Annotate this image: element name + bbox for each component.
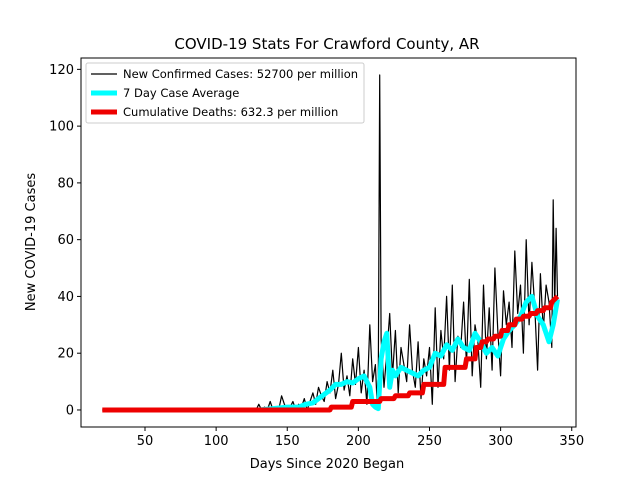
- y-tick-label: 80: [57, 176, 74, 191]
- series-line-1: [102, 74, 559, 411]
- x-tick-label: 350: [559, 434, 584, 449]
- legend-label-1: New Confirmed Cases: 52700 per million: [123, 67, 358, 81]
- x-tick-label: 300: [488, 434, 513, 449]
- axis-ticks: 50 100 150 200 250 300 350 0 20 40 60 80 100 120: [49, 63, 584, 449]
- y-tick-label: 40: [57, 290, 74, 305]
- legend-box: [85, 62, 365, 124]
- x-tick-label: 150: [275, 434, 300, 449]
- y-tick-label: 0: [66, 403, 74, 418]
- y-tick-label: 100: [49, 120, 74, 135]
- plot-area: [102, 74, 560, 413]
- x-tick-label: 50: [137, 434, 154, 449]
- x-tick-label: 100: [204, 434, 229, 449]
- plot-frame: [80, 57, 577, 428]
- x-tick-label: 200: [346, 434, 371, 449]
- y-axis-label: New COVID-19 Cases: [24, 173, 39, 311]
- x-tick-label: 250: [417, 434, 442, 449]
- legend: New Confirmed Cases: 52700 per million 7 …: [85, 62, 365, 124]
- series-line-3: [102, 294, 560, 413]
- x-axis-label: Days Since 2020 Began: [250, 457, 405, 472]
- chart-title: COVID-19 Stats For Crawford County, AR: [174, 35, 479, 53]
- y-tick-label: 20: [57, 347, 74, 362]
- y-tick-label: 120: [49, 63, 74, 78]
- legend-label-3: Cumulative Deaths: 632.3 per million: [123, 105, 338, 119]
- legend-label-2: 7 Day Case Average: [123, 86, 239, 100]
- y-tick-label: 60: [57, 233, 74, 248]
